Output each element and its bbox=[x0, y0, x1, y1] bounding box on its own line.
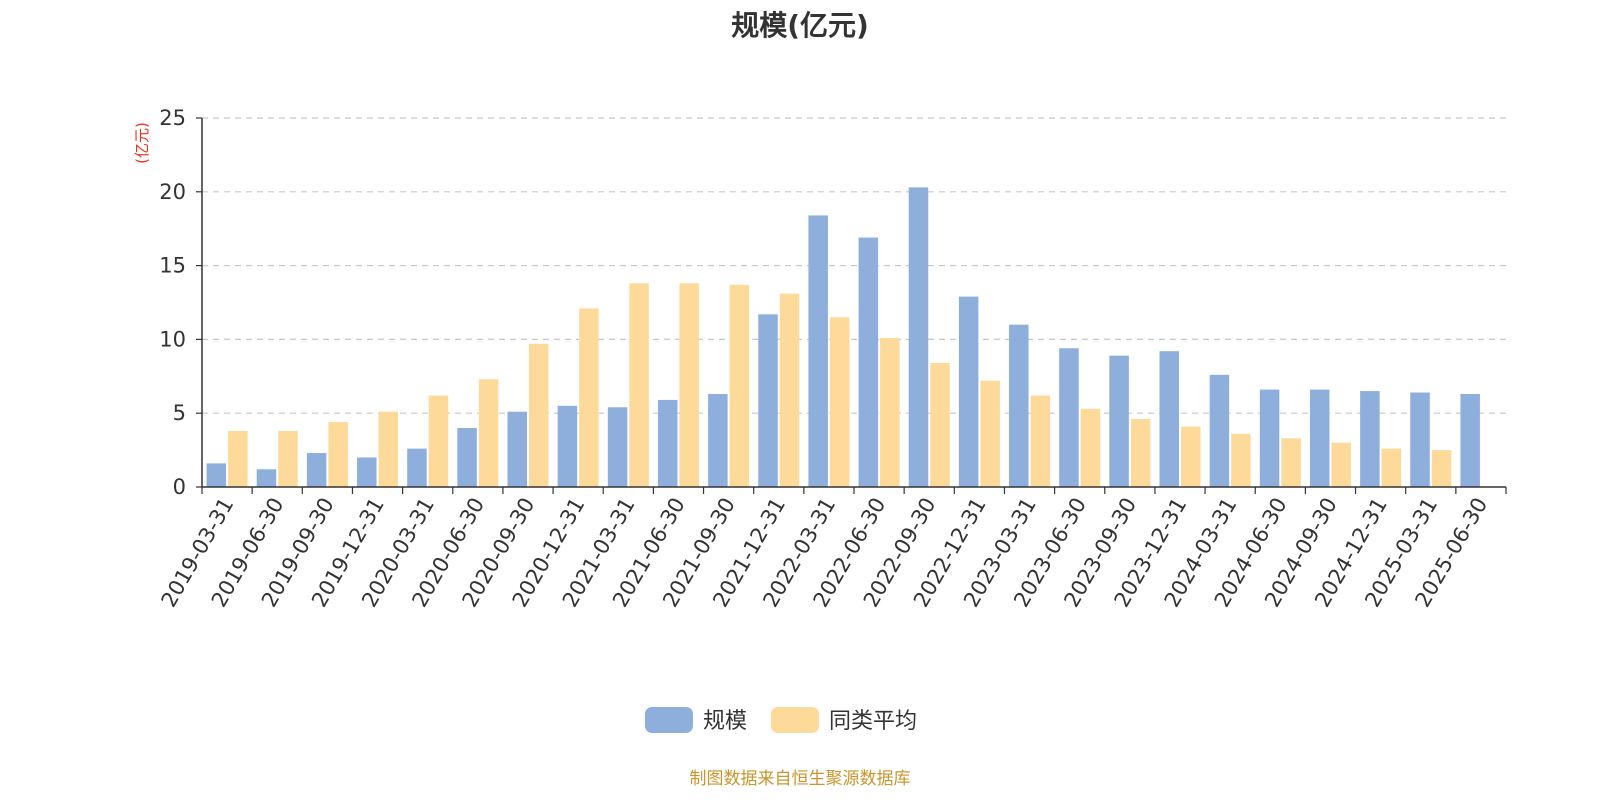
bar-peer-average bbox=[930, 363, 950, 487]
bar-scale bbox=[1109, 355, 1129, 487]
bar-peer-average bbox=[1381, 448, 1402, 487]
bar-scale bbox=[306, 453, 327, 487]
bar-scale bbox=[808, 215, 828, 487]
bar-scale bbox=[206, 463, 227, 487]
bar-scale bbox=[908, 187, 929, 487]
data-source-note: 制图数据来自恒生聚源数据库 bbox=[689, 769, 911, 789]
bar-scale bbox=[1059, 348, 1079, 487]
bar-peer-average bbox=[328, 422, 348, 487]
y-tick-label: 25 bbox=[159, 106, 186, 130]
y-tick-label: 15 bbox=[159, 254, 186, 278]
bar-scale bbox=[758, 314, 778, 487]
bar-peer-average bbox=[378, 411, 399, 487]
bar-scale bbox=[1209, 374, 1230, 487]
legend-swatch bbox=[645, 707, 693, 733]
bar-scale bbox=[1009, 324, 1029, 487]
bar-scale bbox=[858, 237, 879, 487]
bar-scale bbox=[1159, 351, 1179, 487]
bar-peer-average bbox=[1030, 395, 1051, 487]
bar-scale bbox=[457, 427, 477, 487]
y-axis-label: (亿元) bbox=[133, 122, 151, 164]
legend-label: 规模 bbox=[703, 709, 747, 734]
bar-scale bbox=[557, 405, 578, 487]
bar-peer-average bbox=[1281, 438, 1301, 487]
bar-scale bbox=[1460, 394, 1480, 487]
bar-scale bbox=[607, 407, 628, 487]
bar-peer-average bbox=[1331, 442, 1351, 487]
bar-peer-average bbox=[880, 337, 900, 487]
bar-peer-average bbox=[829, 317, 850, 487]
bar-peer-average bbox=[629, 283, 649, 487]
legend-item-peer-average: 同类平均 bbox=[771, 707, 917, 734]
legend-swatch bbox=[771, 707, 819, 733]
bar-peer-average bbox=[1130, 419, 1151, 487]
y-tick-label: 20 bbox=[159, 180, 186, 204]
bar-peer-average bbox=[1231, 433, 1251, 487]
bar-scale bbox=[1360, 391, 1380, 487]
bar-scale bbox=[1259, 389, 1280, 487]
y-tick-label: 10 bbox=[159, 327, 186, 351]
bar-peer-average bbox=[529, 343, 549, 487]
bar-scale bbox=[507, 411, 527, 487]
bar-scale bbox=[708, 394, 728, 487]
bar-peer-average bbox=[579, 308, 599, 487]
bar-peer-average bbox=[779, 293, 800, 487]
y-tick-label: 0 bbox=[173, 475, 186, 499]
bar-peer-average bbox=[428, 395, 449, 487]
chart-title: 规模(亿元) bbox=[731, 9, 869, 42]
bar-peer-average bbox=[1080, 408, 1101, 487]
bar-peer-average bbox=[278, 430, 298, 487]
bar-peer-average bbox=[478, 379, 499, 487]
legend-label: 同类平均 bbox=[829, 709, 917, 734]
bar-scale bbox=[256, 469, 277, 487]
bar-scale bbox=[958, 296, 979, 487]
y-tick-label: 5 bbox=[173, 401, 186, 425]
bar-scale bbox=[657, 399, 678, 487]
bar-peer-average bbox=[679, 283, 699, 487]
bar-peer-average bbox=[980, 380, 1000, 487]
bar-peer-average bbox=[729, 284, 750, 487]
bar-peer-average bbox=[1431, 450, 1452, 487]
bar-scale bbox=[1410, 392, 1430, 487]
bar-peer-average bbox=[1181, 426, 1201, 487]
bar-scale bbox=[1309, 389, 1330, 487]
legend-item-scale: 规模 bbox=[645, 707, 747, 734]
bar-scale bbox=[357, 457, 377, 487]
bar-scale bbox=[407, 448, 427, 487]
bar-peer-average bbox=[228, 430, 248, 487]
